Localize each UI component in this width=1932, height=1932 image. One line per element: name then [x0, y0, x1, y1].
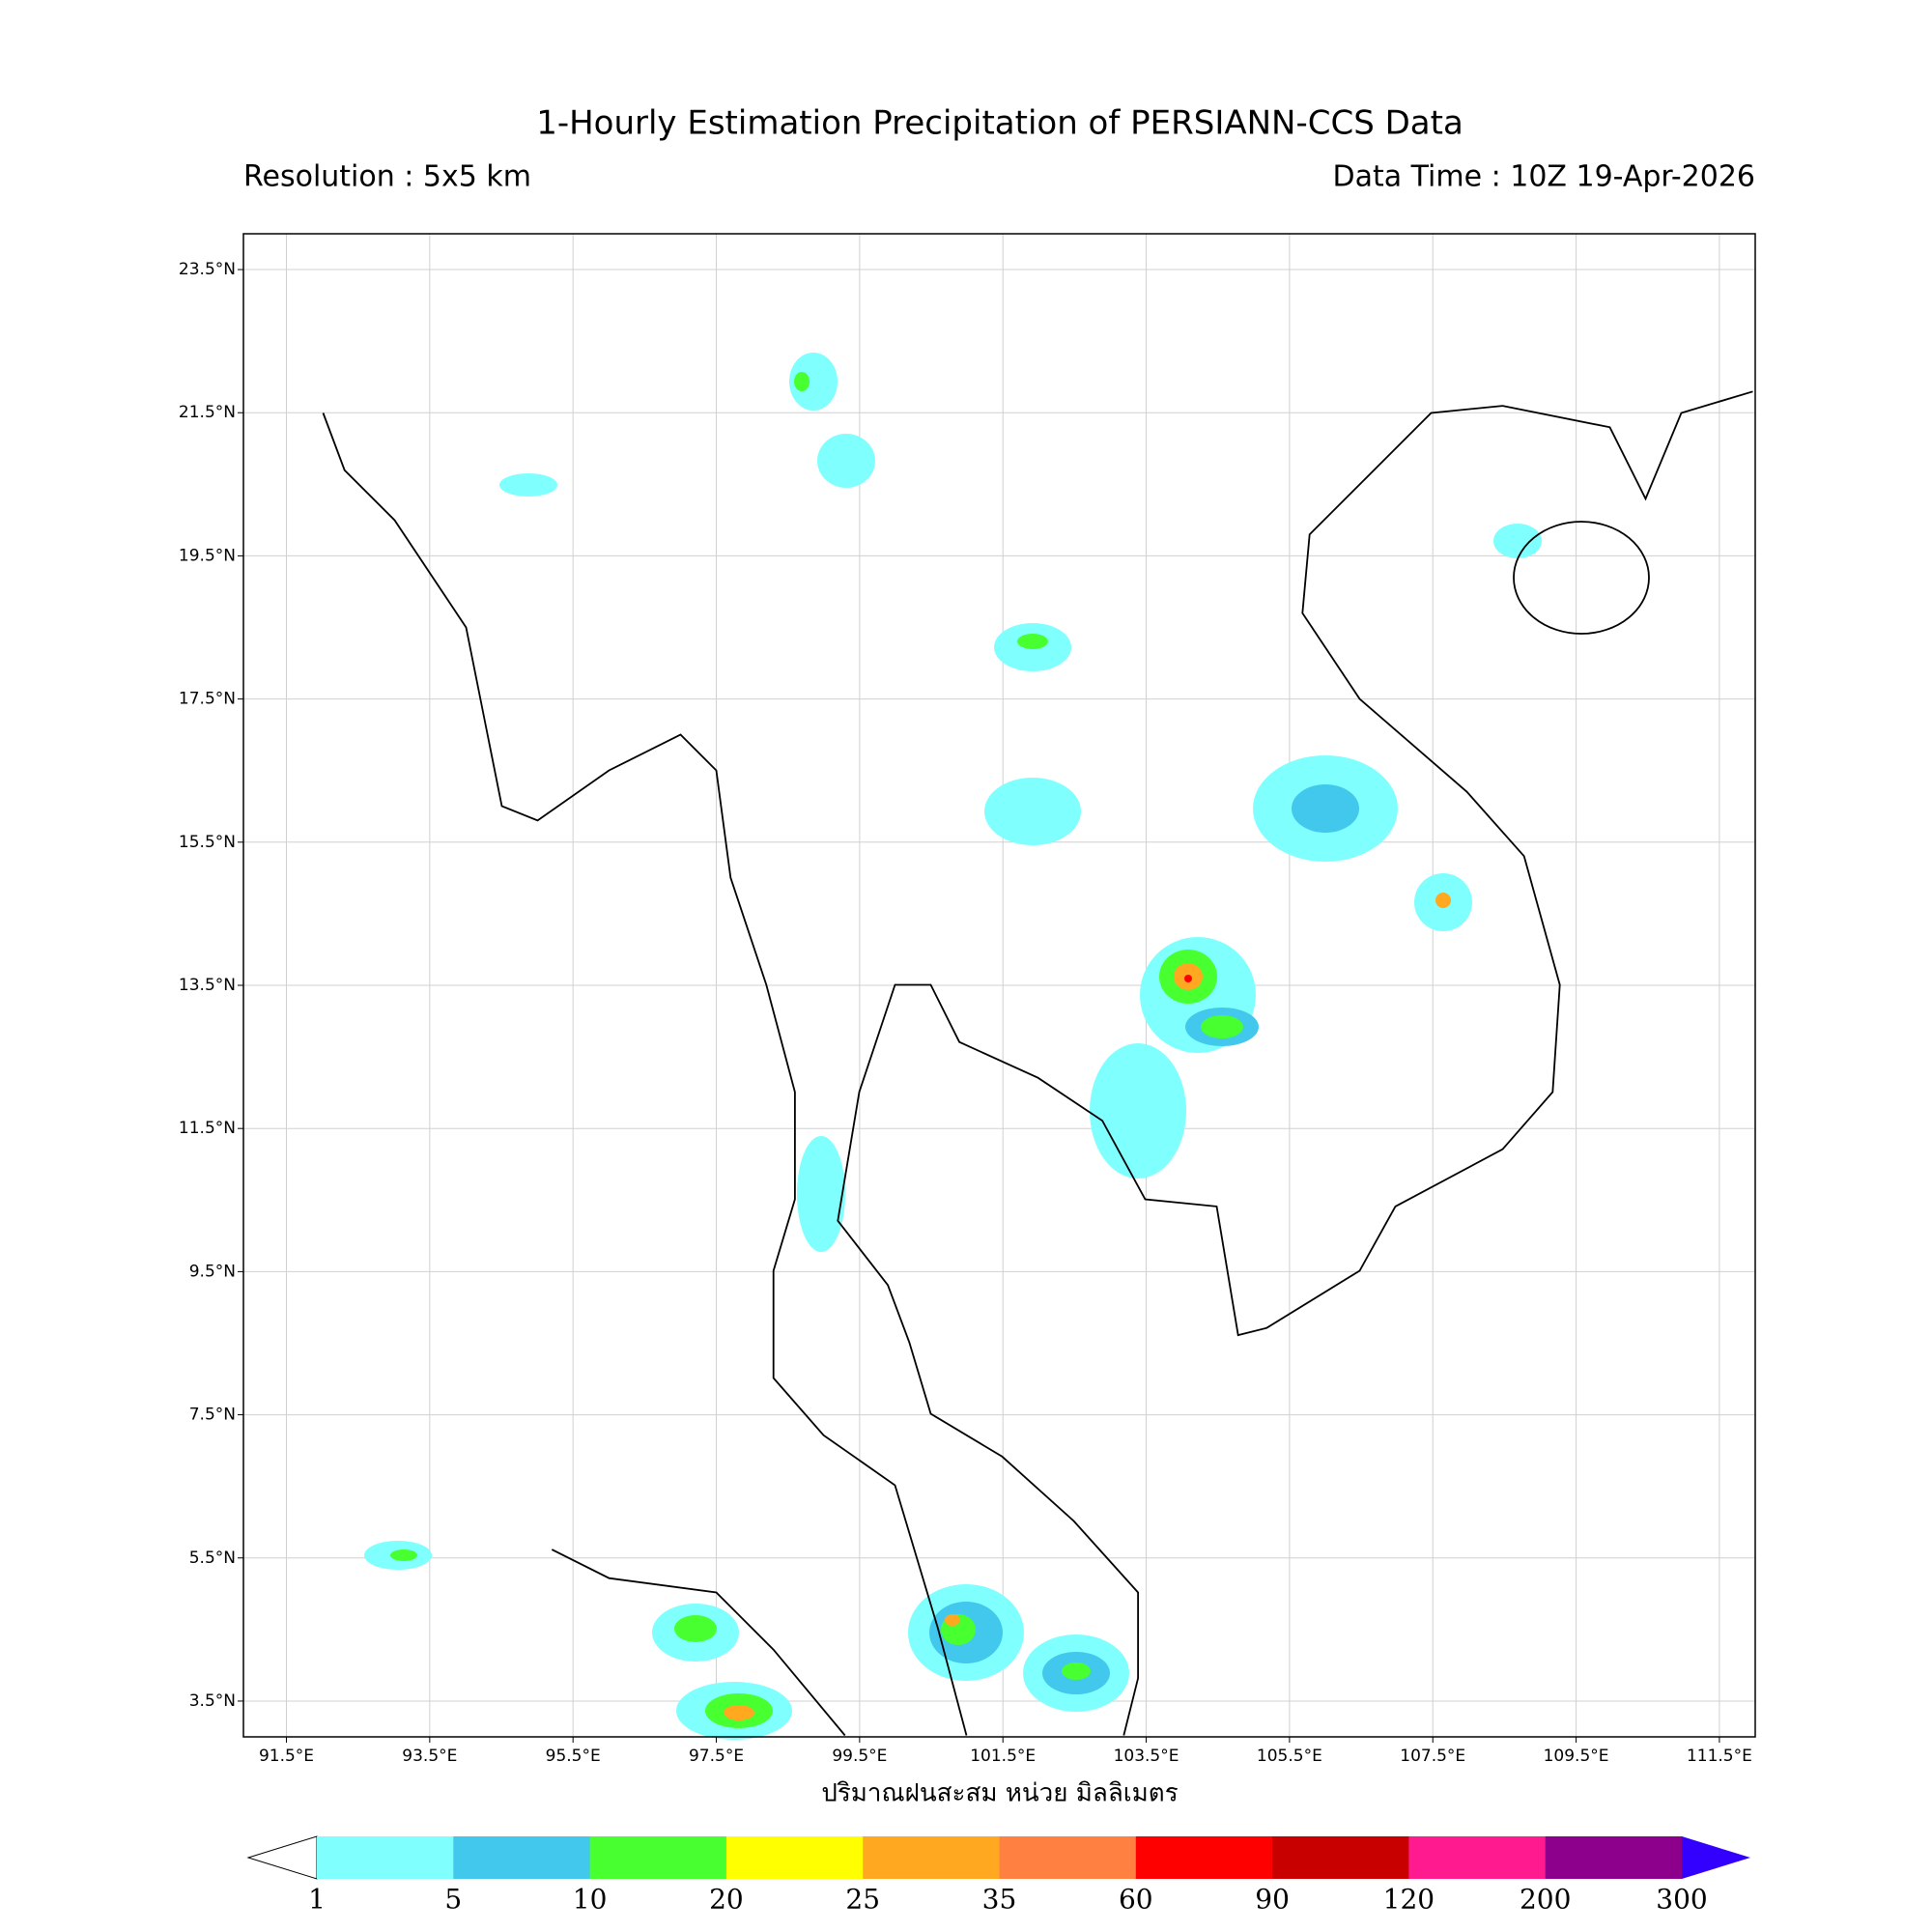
colorbar-label: 200	[1520, 1884, 1571, 1916]
y-tick-label: 13.5°N	[179, 976, 236, 995]
x-tick-label: 109.5°E	[1544, 1747, 1609, 1766]
rain-area	[1017, 634, 1048, 649]
x-tick-label: 97.5°E	[689, 1747, 744, 1766]
x-tick-label: 107.5°E	[1400, 1747, 1465, 1766]
colorbar-label: 5	[444, 1884, 462, 1916]
data-time: Data Time : 10Z 19-Apr-2026	[1332, 160, 1755, 194]
y-tick-label: 9.5°N	[189, 1262, 236, 1281]
colorbar-over	[1682, 1836, 1750, 1879]
x-tick-label: 111.5°E	[1687, 1747, 1752, 1766]
x-tick-label: 95.5°E	[546, 1747, 601, 1766]
colorbar-label: 120	[1383, 1884, 1435, 1916]
x-tick-label: 93.5°E	[402, 1747, 457, 1766]
colorbar-label: 25	[845, 1884, 880, 1916]
rain-area	[1493, 524, 1542, 558]
colorbar-segment	[1272, 1836, 1409, 1879]
colorbar-label: 35	[982, 1884, 1017, 1916]
colorbar-segment	[1545, 1836, 1683, 1879]
colorbar-segment	[725, 1836, 864, 1879]
rain-area	[794, 372, 810, 391]
rain-area	[499, 473, 557, 497]
coastlines	[322, 390, 1753, 1737]
colorbar-segment	[317, 1836, 454, 1879]
colorbar-label: 1	[308, 1884, 326, 1916]
y-tick-label: 19.5°N	[179, 546, 236, 565]
x-tick-label: 91.5°E	[259, 1747, 314, 1766]
x-label: ปริมาณฝนสะสม หน่วย มิลลิเมตร	[821, 1779, 1178, 1808]
colorbar-segment	[999, 1836, 1137, 1879]
rain-area	[674, 1615, 717, 1642]
colorbar-segment	[1135, 1836, 1273, 1879]
rain-area	[984, 778, 1081, 845]
rain-area	[390, 1549, 417, 1561]
y-tick-label: 17.5°N	[179, 690, 236, 709]
y-tick-label: 7.5°N	[189, 1406, 236, 1425]
rain-area	[1292, 784, 1359, 833]
colorbar: 1 5 10 20 25 35 60 90 120 200 300	[246, 1835, 1750, 1916]
coastline	[322, 412, 968, 1736]
coastline	[551, 1548, 846, 1737]
resolution: Resolution : 5x5 km	[243, 160, 531, 194]
colorbar-segment	[863, 1836, 1000, 1879]
island	[1513, 521, 1650, 635]
rain-area	[1090, 1043, 1186, 1179]
rain-area	[724, 1705, 754, 1720]
coastline	[837, 390, 1753, 1736]
y-tick-label: 23.5°N	[179, 260, 236, 279]
x-tick-label: 105.5°E	[1257, 1747, 1322, 1766]
y-tick-label: 11.5°N	[179, 1119, 236, 1138]
rain-area	[945, 1614, 960, 1626]
colorbar-segment	[453, 1836, 591, 1879]
y-tick-label: 21.5°N	[179, 403, 236, 422]
rain-area	[817, 434, 875, 488]
colorbar-under	[246, 1835, 318, 1880]
x-tick-label: 103.5°E	[1114, 1747, 1179, 1766]
y-tick-label: 3.5°N	[189, 1691, 236, 1711]
colorbar-label: 10	[573, 1884, 608, 1916]
rain-area	[1184, 975, 1192, 982]
colorbar-segment	[1408, 1836, 1547, 1879]
rain-area	[797, 1136, 845, 1252]
colorbar-label: 90	[1255, 1884, 1290, 1916]
colorbar-label: 300	[1656, 1884, 1707, 1916]
y-tick-label: 15.5°N	[179, 833, 236, 852]
colorbar-label: 20	[709, 1884, 744, 1916]
x-tick-label: 101.5°E	[970, 1747, 1036, 1766]
precipitation	[364, 353, 1542, 1740]
grid	[243, 234, 1755, 1737]
colorbar-segment	[589, 1836, 727, 1879]
rain-area	[1062, 1662, 1091, 1680]
title: 1-Hourly Estimation Precipitation of PER…	[536, 104, 1463, 143]
x-tick-label: 99.5°E	[832, 1747, 887, 1766]
colorbar-label: 60	[1119, 1884, 1153, 1916]
rain-area	[1435, 893, 1451, 908]
rain-area	[1201, 1015, 1243, 1038]
rain-area	[789, 353, 838, 411]
y-tick-label: 5.5°N	[189, 1548, 236, 1568]
